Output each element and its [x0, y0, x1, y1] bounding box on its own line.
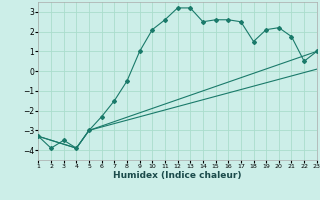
X-axis label: Humidex (Indice chaleur): Humidex (Indice chaleur) [113, 171, 242, 180]
